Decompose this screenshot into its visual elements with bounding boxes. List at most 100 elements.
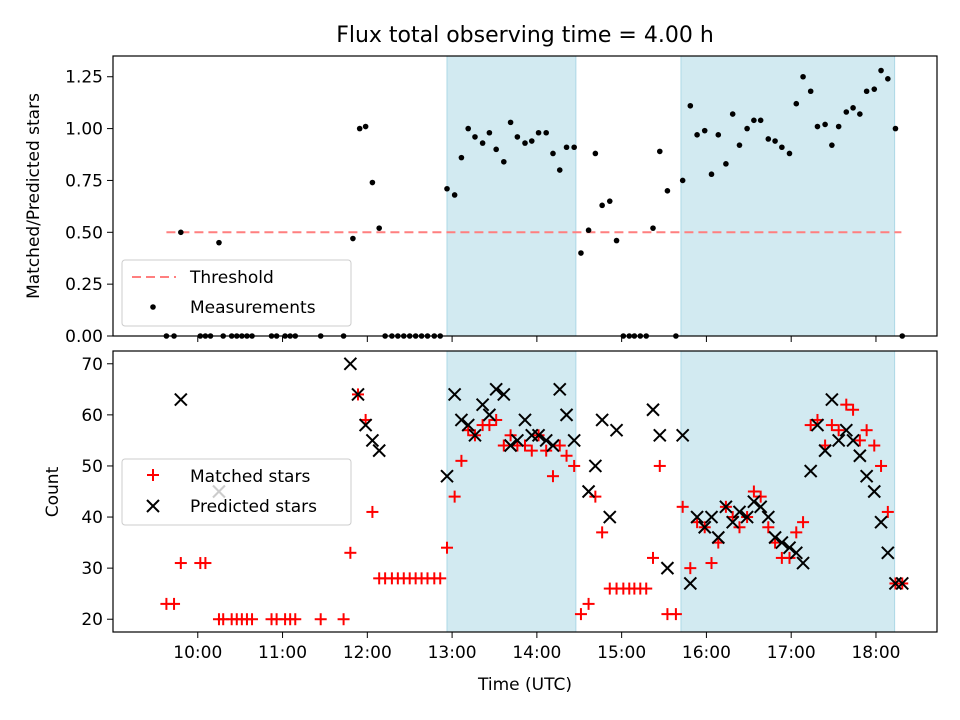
legend-predicted-label: Predicted stars [190, 497, 317, 517]
measurement-point [829, 142, 835, 148]
top-y-axis-label: Matched/Predicted stars [24, 93, 44, 299]
matched-star-point [448, 490, 461, 503]
measurement-point [786, 150, 793, 157]
matched-star-point [762, 521, 775, 534]
bottom-ytick-label: 30 [81, 559, 103, 579]
measurement-point [451, 192, 458, 198]
xtick-label: 14:00 [512, 643, 561, 663]
predicted-star-point [831, 433, 846, 448]
measurement-point [793, 100, 800, 107]
matched-star-point [747, 485, 760, 498]
matched-star-point [596, 526, 609, 539]
predicted-star-point [719, 500, 733, 514]
predicted-star-point [553, 382, 567, 397]
predicted-star-point [874, 515, 888, 529]
top-ytick-label: 0.75 [65, 171, 103, 191]
predicted-star-point [372, 443, 386, 458]
predicted-star-point [753, 500, 768, 514]
predicted-star-point [895, 576, 909, 591]
top-shaded-interval-1 [680, 55, 896, 337]
predicted-star-point [475, 397, 490, 412]
matched-star-point [804, 419, 817, 432]
top-panel: 0.00 0.25 0.50 0.75 1.00 1.25 Matched/Predict… [24, 55, 938, 347]
legend-measurements-label: Measurements [190, 298, 316, 318]
measurement-point [807, 88, 814, 95]
matched-star-point [174, 557, 187, 570]
measurement-point [664, 188, 671, 194]
predicted-star-point [447, 387, 462, 402]
bottom-y-axis-label: Count [43, 466, 63, 517]
measurement-point [522, 140, 528, 146]
matched-star-point [783, 551, 796, 564]
predicted-star-point [732, 505, 747, 519]
bottom-ytick-label: 70 [81, 355, 103, 375]
measurement-point [543, 129, 549, 136]
measurement-point [650, 225, 656, 231]
predicted-star-point [839, 423, 853, 437]
predicted-star-point [468, 428, 482, 443]
bottom-ytick-label: 40 [81, 508, 103, 528]
bottom-ytick-label: 20 [81, 610, 103, 630]
xtick-label: 18:00 [851, 643, 900, 663]
measurement-point [444, 185, 450, 192]
x-axis-label: Time (UTC) [477, 675, 572, 695]
measurement-point [479, 140, 486, 146]
bottom-shaded-interval-0 [446, 350, 577, 633]
measurement-point [486, 129, 493, 136]
matched-star-point [434, 572, 447, 585]
predicted-star-point [539, 433, 553, 448]
bottom-ytick-label: 60 [81, 406, 103, 426]
predicted-star-point [683, 576, 698, 591]
measurement-point [701, 127, 708, 134]
measurement-point [892, 125, 899, 132]
measurement-point [885, 76, 891, 82]
matched-star-point [790, 526, 803, 539]
matched-star-point [881, 505, 894, 518]
matched-star-point [497, 439, 510, 452]
measurement-point [507, 119, 514, 126]
matched-star-point [366, 505, 379, 518]
predicted-star-point [818, 443, 832, 458]
matched-star-point [853, 434, 866, 447]
matched-star-point [574, 608, 587, 621]
matched-star-point [647, 551, 660, 564]
measurement-point [863, 88, 870, 95]
predicted-star-point [489, 382, 503, 397]
measurement-point [723, 161, 729, 167]
predicted-star-point [567, 433, 581, 448]
measurement-point [736, 142, 743, 148]
predicted-star-point [581, 484, 596, 499]
measurement-point [857, 111, 863, 117]
measurement-point [535, 129, 542, 136]
matched-star-point [754, 490, 767, 503]
predicted-star-point [365, 433, 380, 448]
legend-matched-label: Matched stars [190, 467, 310, 487]
top-axes-frame [112, 55, 938, 337]
measurement-point [493, 146, 499, 153]
predicted-star-point [675, 428, 690, 443]
matched-star-point [560, 449, 573, 462]
matched-star-point [832, 424, 845, 437]
measurement-point [216, 239, 222, 246]
measurement-point [822, 121, 828, 128]
matched-star-point [525, 444, 538, 457]
predicted-star-point [518, 413, 532, 427]
measurement-point [772, 138, 778, 144]
bottom-ytick-label: 50 [81, 457, 103, 477]
measurement-point [599, 202, 605, 209]
top-ytick-label: 0.50 [65, 223, 103, 243]
measurement-point [350, 235, 356, 242]
top-ytick-label: 0.25 [65, 275, 103, 295]
matched-star-point [653, 459, 666, 472]
matched-star-point [519, 439, 531, 452]
predicted-star-point [497, 387, 511, 402]
measurement-point [814, 123, 821, 130]
predicted-star-point [454, 413, 469, 427]
predicted-star-point [510, 433, 525, 448]
measurement-point [800, 73, 806, 80]
predicted-star-point [810, 418, 825, 432]
measurement-point [458, 154, 465, 161]
predicted-star-point [603, 510, 617, 524]
matched-star-point [875, 459, 888, 472]
matched-star-point [825, 419, 838, 432]
